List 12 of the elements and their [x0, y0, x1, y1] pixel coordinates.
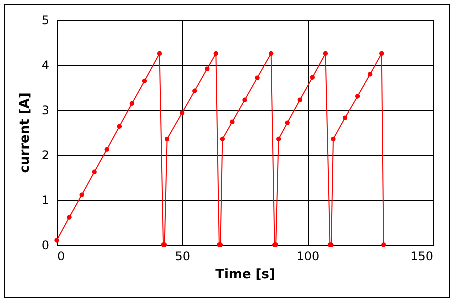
x-tick-label: 0 [58, 250, 66, 264]
y-tick-label: 0 [42, 238, 50, 252]
y-tick-label: 2 [42, 148, 50, 162]
y-axis-title: current [A] [18, 92, 33, 174]
x-tick-label: 100 [296, 250, 320, 264]
y-tick-label: 4 [42, 58, 50, 72]
y-tick-label: 3 [42, 104, 50, 118]
y-tick-label: 1 [42, 194, 50, 208]
x-axis-title: Time [s] [216, 268, 276, 282]
x-tick-label: 150 [410, 250, 434, 264]
y-tick-label: 5 [42, 14, 50, 28]
x-tick-label: 50 [175, 250, 190, 264]
